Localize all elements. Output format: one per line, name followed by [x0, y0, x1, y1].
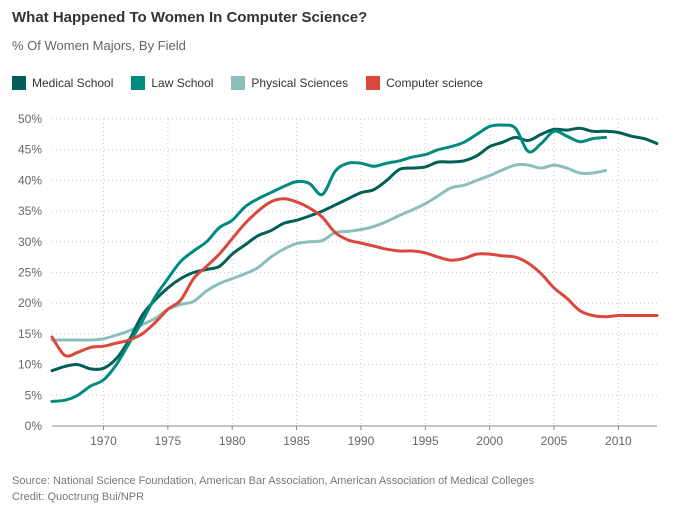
legend-label-medical-school: Medical School: [32, 76, 114, 90]
series-line-physical-sciences: [50, 163, 607, 342]
y-tick-label: 20%: [18, 296, 42, 310]
x-tick-label: 2005: [541, 434, 568, 445]
series-line-law-school: [50, 123, 607, 403]
x-tick-label: 2000: [476, 434, 503, 445]
y-tick-label: 35%: [18, 204, 42, 218]
legend-item-physical-sciences[interactable]: Physical Sciences: [231, 76, 348, 90]
y-tick-label: 45%: [18, 143, 42, 157]
y-tick-label: 15%: [18, 327, 42, 341]
y-tick-label: 10%: [18, 358, 42, 372]
y-tick-label: 50%: [18, 112, 42, 126]
legend-swatch-computer-science: [366, 76, 381, 90]
source-note: Source: National Science Foundation, Ame…: [12, 475, 535, 487]
x-tick-label: 1980: [219, 434, 246, 445]
y-tick-label: 40%: [18, 173, 42, 187]
legend-label-physical-sciences: Physical Sciences: [251, 76, 349, 90]
x-tick-label: 1970: [90, 434, 117, 445]
credit-note: Credit: Quoctrung Bui/NPR: [12, 491, 145, 503]
x-tick-label: 1995: [412, 434, 439, 445]
legend-swatch-law-school: [131, 76, 146, 90]
footer: Source: National Science Foundation, Ame…: [12, 473, 534, 505]
series-line-computer-science: [50, 197, 659, 358]
legend-swatch-medical-school: [12, 76, 26, 90]
y-tick-label: 5%: [25, 388, 43, 402]
x-tick-label: 1975: [154, 434, 181, 445]
chart-title: What Happened To Women In Computer Scien…: [12, 9, 368, 26]
x-tick-label: 2010: [605, 434, 632, 445]
x-tick-label: 1990: [348, 434, 375, 445]
legend-label-law-school: Law School: [151, 76, 214, 90]
chart-subtitle: % Of Women Majors, By Field: [12, 38, 186, 53]
y-tick-label: 30%: [18, 235, 42, 249]
legend-swatch-physical-sciences: [231, 76, 246, 90]
y-tick-label: 25%: [18, 266, 42, 280]
legend-item-law-school[interactable]: Law School: [131, 76, 213, 90]
y-tick-label: 0%: [25, 419, 43, 433]
x-tick-label: 1985: [283, 434, 310, 445]
legend-label-computer-science: Computer science: [386, 76, 483, 90]
line-chart: 0% 5% 10% 15% 20% 25% 30% 35% 40% 45% 50% 1970 1975 1…: [18, 112, 659, 445]
legend-item-medical-school[interactable]: Medical School: [12, 76, 113, 90]
legend-item-computer-science[interactable]: Computer science: [366, 76, 483, 90]
legend: Medical School Law School Physical Scien…: [12, 76, 501, 90]
